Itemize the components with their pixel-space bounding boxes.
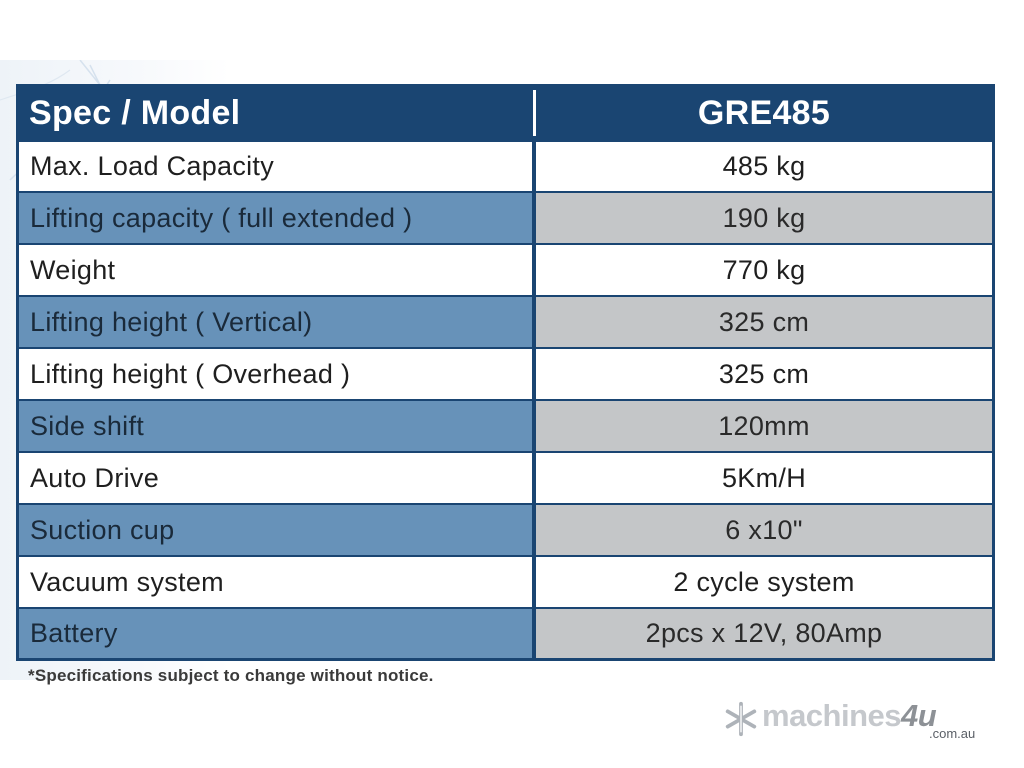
row-value: 190 kg bbox=[536, 193, 992, 243]
brand-name: machines4u bbox=[762, 698, 937, 734]
snowflake-icon bbox=[725, 701, 757, 737]
table-row: Vacuum system 2 cycle system bbox=[19, 557, 992, 607]
row-label: Side shift bbox=[19, 401, 532, 451]
table-row: Weight 770 kg bbox=[19, 245, 992, 295]
machines4u-watermark: machines4u .com.au bbox=[722, 698, 992, 746]
table-row: Max. Load Capacity 485 kg bbox=[19, 142, 992, 191]
row-value: 6 x10" bbox=[536, 505, 992, 555]
row-label: Max. Load Capacity bbox=[19, 142, 532, 191]
row-label: Weight bbox=[19, 245, 532, 295]
brand-domain: .com.au bbox=[929, 726, 976, 741]
header-model: GRE485 bbox=[536, 87, 992, 139]
row-label: Lifting height ( Overhead ) bbox=[19, 349, 532, 399]
table-row: Lifting height ( Vertical) 325 cm bbox=[19, 297, 992, 347]
row-label: Lifting height ( Vertical) bbox=[19, 297, 532, 347]
row-value: 120mm bbox=[536, 401, 992, 451]
row-value: 325 cm bbox=[536, 349, 992, 399]
row-label: Suction cup bbox=[19, 505, 532, 555]
table-row: Auto Drive 5Km/H bbox=[19, 453, 992, 503]
row-value: 770 kg bbox=[536, 245, 992, 295]
header-divider bbox=[533, 90, 536, 136]
row-value: 2 cycle system bbox=[536, 557, 992, 607]
table-row: Side shift 120mm bbox=[19, 401, 992, 451]
row-label: Lifting capacity ( full extended ) bbox=[19, 193, 532, 243]
spec-table: Spec / Model GRE485 Max. Load Capacity 4… bbox=[16, 84, 995, 661]
disclaimer-footnote: *Specifications subject to change withou… bbox=[28, 666, 434, 685]
row-label: Auto Drive bbox=[19, 453, 532, 503]
row-label: Vacuum system bbox=[19, 557, 532, 607]
table-row: Suction cup 6 x10" bbox=[19, 505, 992, 555]
table-header-row: Spec / Model GRE485 bbox=[19, 87, 992, 139]
row-label: Battery bbox=[19, 609, 532, 658]
header-label: Spec / Model bbox=[19, 87, 532, 139]
row-value: 5Km/H bbox=[536, 453, 992, 503]
table-row: Lifting capacity ( full extended ) 190 k… bbox=[19, 193, 992, 243]
row-value: 485 kg bbox=[536, 142, 992, 191]
table-row: Lifting height ( Overhead ) 325 cm bbox=[19, 349, 992, 399]
table-row: Battery 2pcs x 12V, 80Amp bbox=[19, 609, 992, 658]
row-value: 325 cm bbox=[536, 297, 992, 347]
row-value: 2pcs x 12V, 80Amp bbox=[536, 609, 992, 658]
brand-name-4u: 4u bbox=[901, 698, 937, 733]
brand-name-text: machines bbox=[762, 698, 902, 733]
